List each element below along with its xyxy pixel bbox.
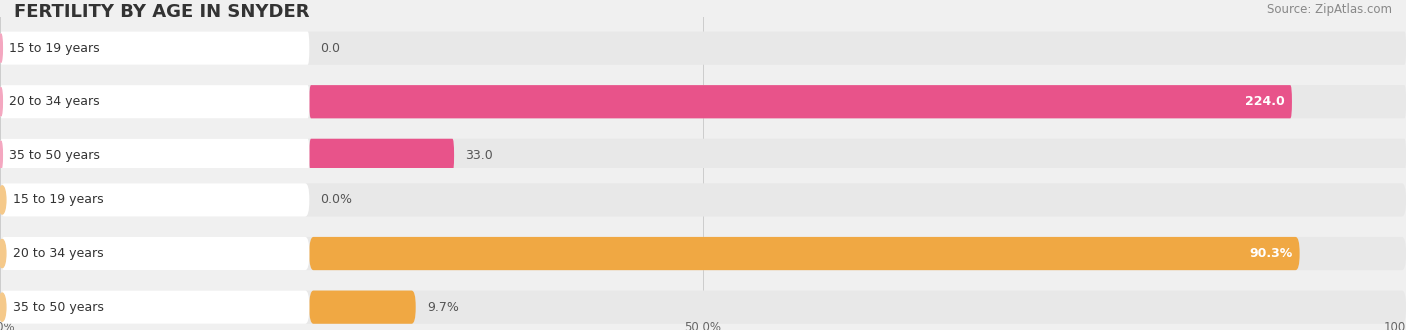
FancyBboxPatch shape: [309, 237, 1299, 270]
FancyBboxPatch shape: [0, 85, 1406, 118]
FancyBboxPatch shape: [0, 183, 309, 216]
FancyBboxPatch shape: [0, 183, 1406, 216]
FancyBboxPatch shape: [309, 290, 416, 324]
FancyBboxPatch shape: [0, 237, 309, 270]
FancyBboxPatch shape: [0, 290, 1406, 324]
Text: 0.0: 0.0: [321, 42, 340, 55]
Text: 35 to 50 years: 35 to 50 years: [13, 301, 104, 313]
Text: 90.3%: 90.3%: [1250, 247, 1292, 260]
Text: 20 to 34 years: 20 to 34 years: [13, 247, 104, 260]
Text: 0.0%: 0.0%: [321, 193, 353, 207]
Text: 35 to 50 years: 35 to 50 years: [10, 149, 100, 162]
Text: 15 to 19 years: 15 to 19 years: [13, 193, 104, 207]
Text: 33.0: 33.0: [465, 149, 494, 162]
FancyBboxPatch shape: [0, 31, 309, 65]
Text: 9.7%: 9.7%: [427, 301, 458, 313]
Text: 15 to 19 years: 15 to 19 years: [10, 42, 100, 55]
FancyBboxPatch shape: [0, 237, 1406, 270]
Circle shape: [0, 141, 3, 170]
Circle shape: [0, 293, 6, 321]
FancyBboxPatch shape: [309, 85, 1292, 118]
FancyBboxPatch shape: [0, 139, 1406, 172]
FancyBboxPatch shape: [309, 139, 454, 172]
Circle shape: [0, 239, 6, 268]
FancyBboxPatch shape: [0, 139, 309, 172]
Text: 20 to 34 years: 20 to 34 years: [10, 95, 100, 108]
Text: 224.0: 224.0: [1246, 95, 1285, 108]
Text: Source: ZipAtlas.com: Source: ZipAtlas.com: [1267, 3, 1392, 16]
Circle shape: [0, 34, 3, 62]
Circle shape: [0, 186, 6, 214]
FancyBboxPatch shape: [0, 290, 309, 324]
Text: FERTILITY BY AGE IN SNYDER: FERTILITY BY AGE IN SNYDER: [14, 3, 309, 21]
Circle shape: [0, 87, 3, 116]
FancyBboxPatch shape: [0, 85, 309, 118]
FancyBboxPatch shape: [0, 31, 1406, 65]
